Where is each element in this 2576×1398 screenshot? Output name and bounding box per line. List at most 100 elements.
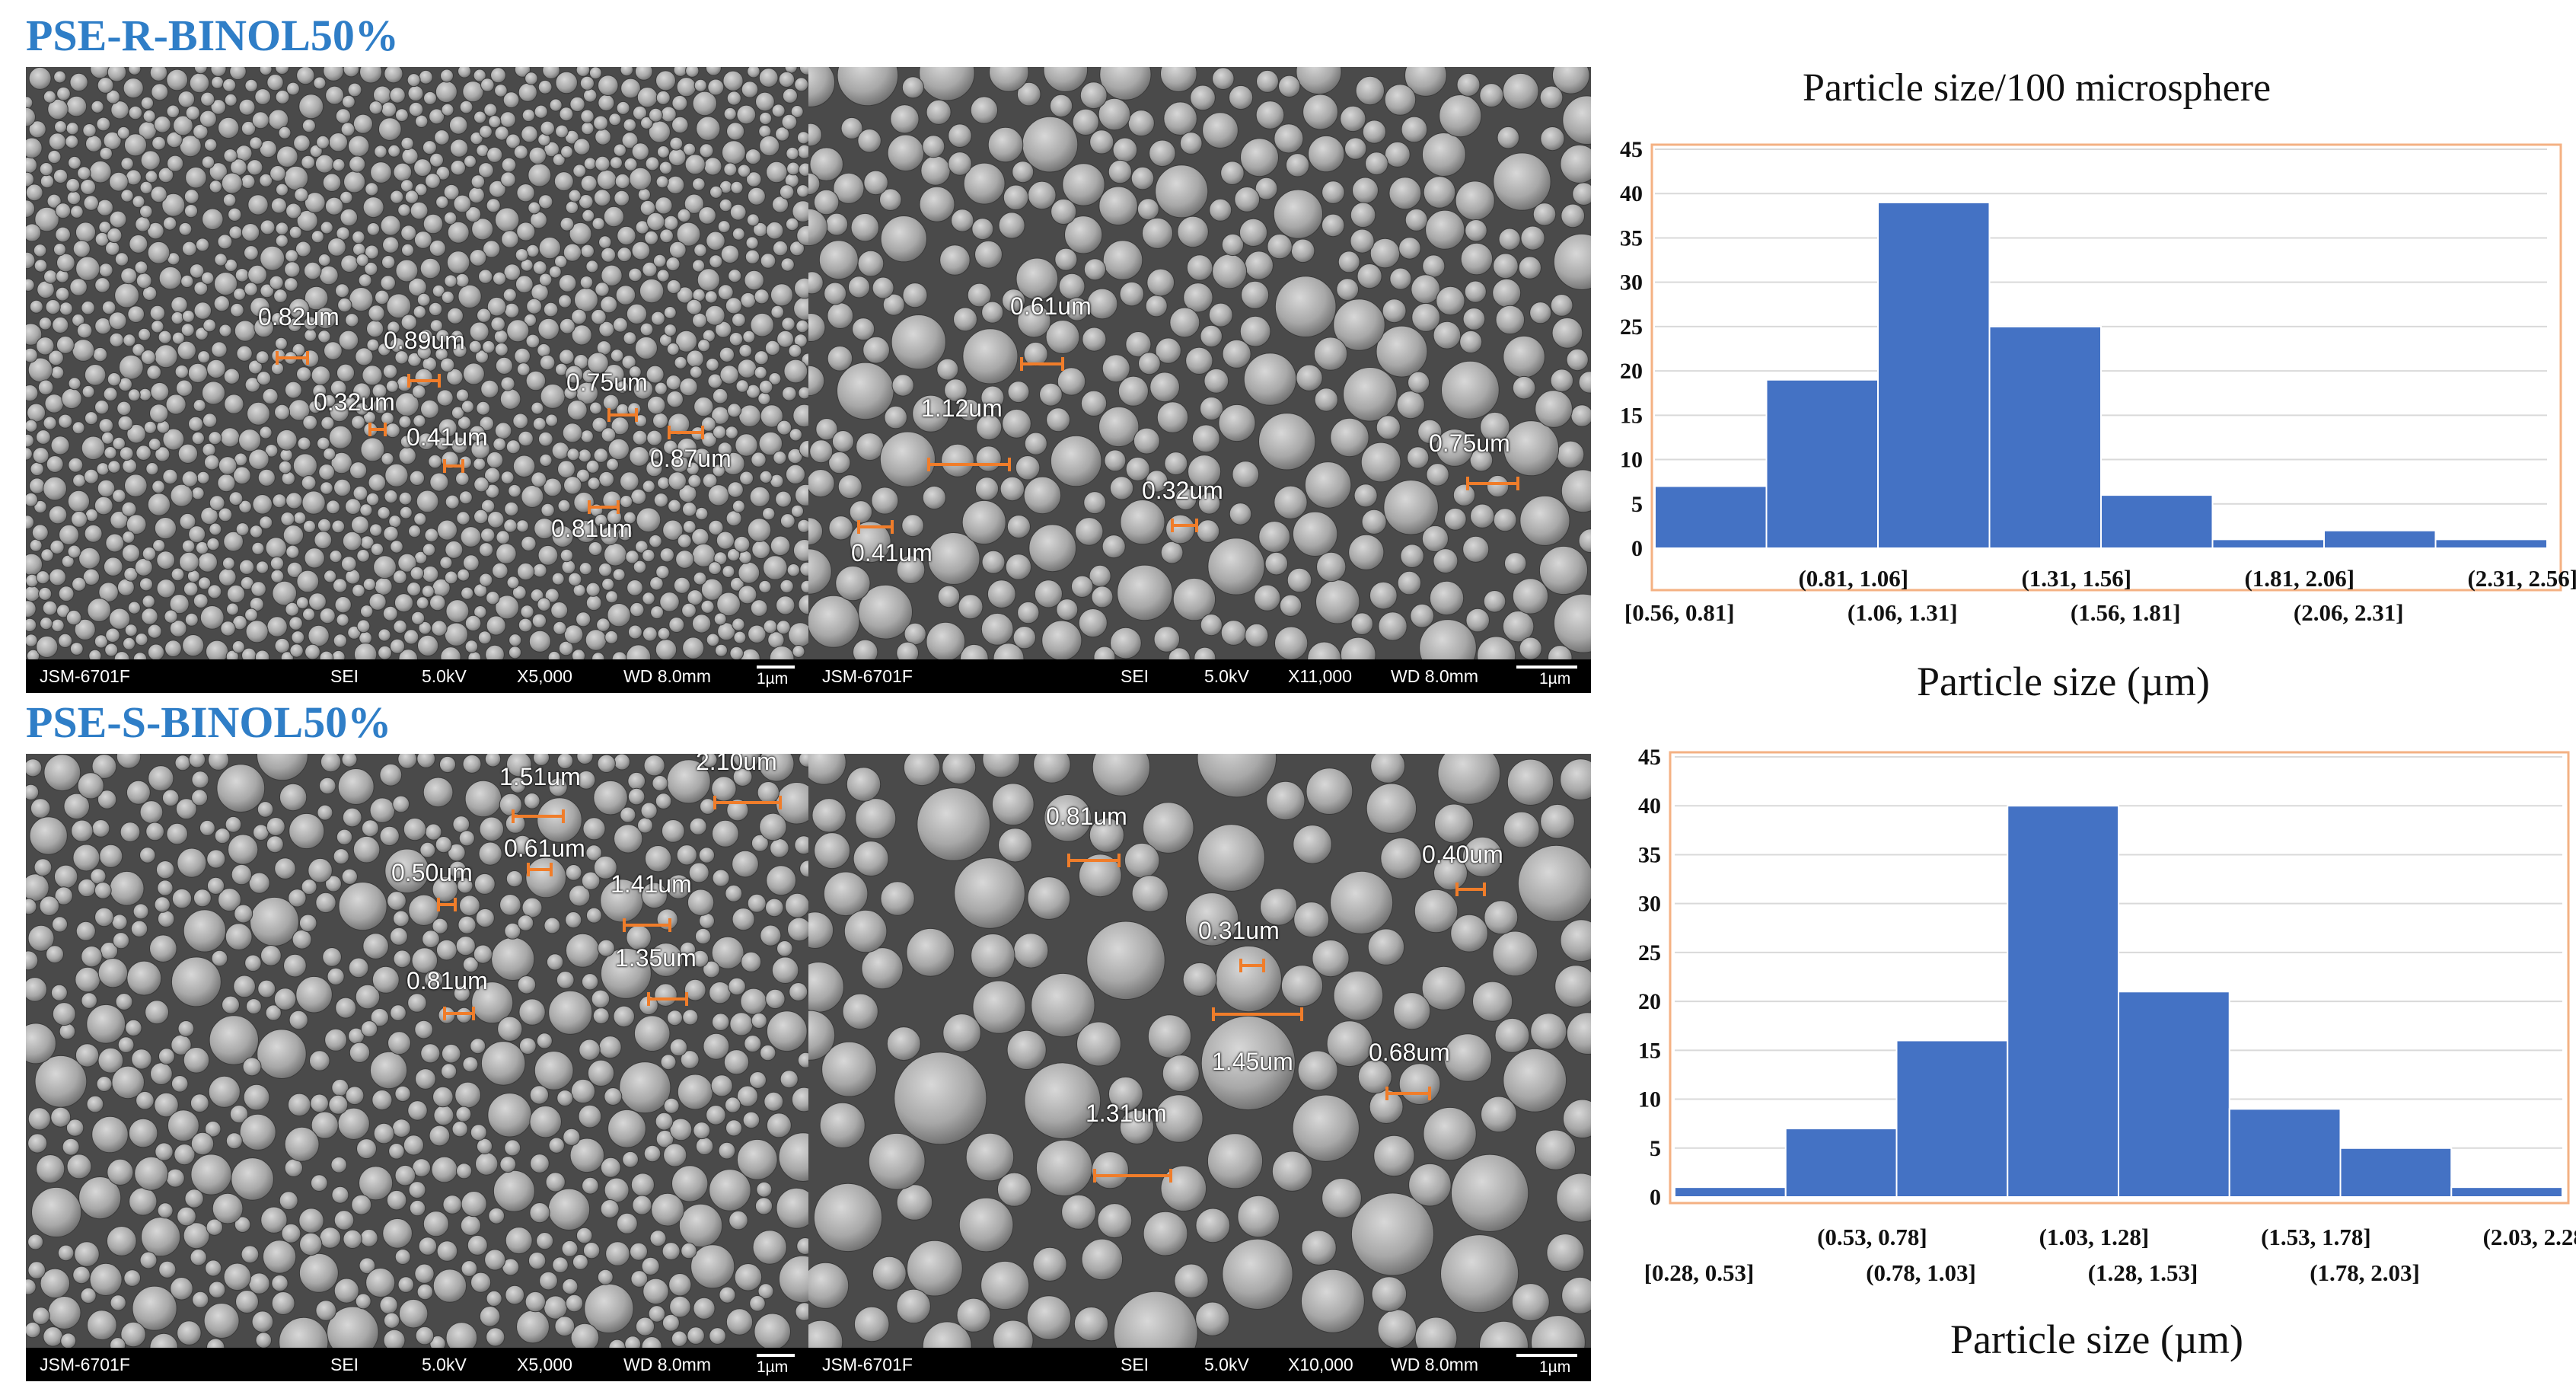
chart-title: Particle size/100 microsphere (1803, 66, 2272, 110)
x-tick-label: (2.03, 2.28] (2483, 1224, 2576, 1250)
measurement-marker (527, 863, 553, 876)
measurement-overlay (1067, 854, 1486, 1183)
measurement-marker (368, 423, 387, 436)
measurement-label: 0.68um (1369, 1039, 1450, 1066)
sem-scale-label: 1µm (1539, 1358, 1571, 1376)
bar (1877, 201, 1991, 549)
bar (1674, 1186, 1787, 1199)
bar (1895, 1039, 2009, 1198)
measurement-marker (512, 809, 565, 823)
measurement-marker (1020, 357, 1064, 371)
sem-model: JSM-6701F (822, 1355, 913, 1374)
x-tick-label: (1.31, 1.56] (2021, 565, 2131, 592)
measurement-marker (1455, 883, 1486, 896)
measurement-label: 1.45um (1212, 1048, 1293, 1075)
measurement-label: 0.82um (258, 303, 340, 330)
bar (2434, 538, 2548, 549)
measurement-marker (1093, 1169, 1172, 1183)
y-tick-label: 25 (1620, 314, 1643, 340)
scale-bar (1516, 1354, 1577, 1357)
y-tick-label: 5 (1631, 492, 1643, 517)
y-tick-label: 40 (1620, 181, 1643, 206)
sem-working-distance: WD 8.0mm (1391, 666, 1478, 686)
measurement-label: 2.10um (696, 754, 777, 775)
sem-magnification: X10,000 (1288, 1355, 1353, 1374)
measurement-marker (443, 1007, 475, 1020)
measurement-label: 1.41um (611, 870, 692, 898)
bar (2211, 538, 2325, 549)
sem-voltage: 5.0kV (1204, 666, 1249, 686)
measurement-marker (713, 796, 782, 809)
sem-magnification: X5,000 (517, 1355, 572, 1374)
sem-working-distance: WD 8.0mm (1391, 1355, 1478, 1374)
sem-detector: SEI (330, 1355, 359, 1374)
micrograph-texture (808, 67, 1591, 659)
sem-model: JSM-6701F (40, 1355, 130, 1374)
measurement-marker (647, 992, 688, 1006)
measurement-marker (407, 374, 441, 388)
y-tick-label: 45 (1638, 745, 1661, 770)
scale-bar (757, 1354, 795, 1357)
sem-detector: SEI (1121, 666, 1149, 686)
measurement-label: 0.41um (406, 423, 488, 451)
y-tick-label: 40 (1638, 793, 1661, 819)
y-tick-label: 30 (1620, 270, 1643, 295)
sem-image-s-x10000: JSM-6701F SEI 5.0kV X10,000 WD 8.0mm 1µm… (808, 754, 1591, 1381)
x-tick-label: (2.06, 2.31] (2294, 599, 2404, 626)
x-tick-label: (1.53, 1.78] (2261, 1224, 2371, 1250)
measurement-marker (1212, 1007, 1303, 1021)
y-tick-label: 35 (1620, 225, 1643, 251)
sem-voltage: 5.0kV (422, 666, 467, 686)
sem-detector: SEI (330, 666, 359, 686)
measurement-marker (443, 459, 464, 473)
y-tick-label: 35 (1638, 842, 1661, 867)
bar (2323, 529, 2437, 550)
x-tick-label: (0.81, 1.06] (1798, 565, 1908, 592)
micrograph-texture (26, 754, 808, 1348)
x-tick-label: (0.53, 0.78] (1817, 1224, 1927, 1250)
x-tick-label: (1.03, 1.28] (2039, 1224, 2150, 1250)
sem-info-bar: JSM-6701F SEI 5.0kV X10,000 WD 8.0mm 1µm (808, 1348, 1591, 1381)
x-tick-label: (2.31, 2.56] (2467, 565, 2576, 592)
measurement-marker (276, 351, 309, 365)
x-tick-label: (1.78, 2.03] (2310, 1259, 2420, 1286)
measurement-label: 1.51um (499, 763, 581, 790)
sem-voltage: 5.0kV (422, 1355, 467, 1374)
measurement-label: 0.32um (1142, 477, 1223, 504)
measurement-label: 0.50um (391, 859, 473, 886)
sem-scale-label: 1µm (757, 670, 789, 688)
sem-model: JSM-6701F (40, 666, 130, 686)
panel-title-r: PSE-R-BINOL50% (26, 11, 399, 60)
x-tick-label: (1.56, 1.81] (2071, 599, 2181, 626)
measurement-label: 0.81um (551, 515, 633, 542)
bar (2007, 805, 2119, 1198)
measurement-marker (607, 408, 638, 422)
bar (2339, 1147, 2453, 1198)
y-tick-label: 15 (1620, 403, 1643, 428)
y-tick-label: 15 (1638, 1038, 1661, 1063)
measurement-marker (437, 898, 457, 911)
sem-image-r-x5000: JSM-6701F SEI 5.0kV X5,000 WD 8.0mm 1µm … (26, 67, 808, 693)
measurement-label: 1.31um (1086, 1100, 1167, 1127)
x-tick-label: [0.56, 0.81] (1624, 599, 1735, 626)
measurement-marker (1466, 477, 1519, 490)
measurement-marker (857, 520, 894, 534)
sem-detector: SEI (1121, 1355, 1149, 1374)
y-tick-label: 10 (1638, 1087, 1661, 1112)
y-tick-label: 25 (1638, 940, 1661, 966)
measurement-label: 0.31um (1198, 917, 1280, 944)
sem-image-r-x11000: JSM-6701F SEI 5.0kV X11,000 WD 8.0mm 1µm… (808, 67, 1591, 693)
panel-title-s: PSE-S-BINOL50% (26, 697, 392, 747)
x-tick-label: (0.78, 1.03] (1866, 1259, 1976, 1286)
measurement-label: 0.75um (1429, 429, 1510, 457)
measurement-label: 1.35um (615, 944, 697, 972)
y-tick-label: 0 (1650, 1185, 1661, 1210)
y-tick-label: 5 (1650, 1136, 1661, 1161)
bar (2228, 1108, 2342, 1198)
measurement-overlay (857, 357, 1519, 534)
bar (2100, 494, 2214, 549)
x-tick-label: (1.06, 1.31] (1848, 599, 1958, 626)
sem-working-distance: WD 8.0mm (623, 666, 711, 686)
y-tick-label: 0 (1631, 536, 1643, 561)
sem-scale-label: 1µm (757, 1358, 789, 1376)
